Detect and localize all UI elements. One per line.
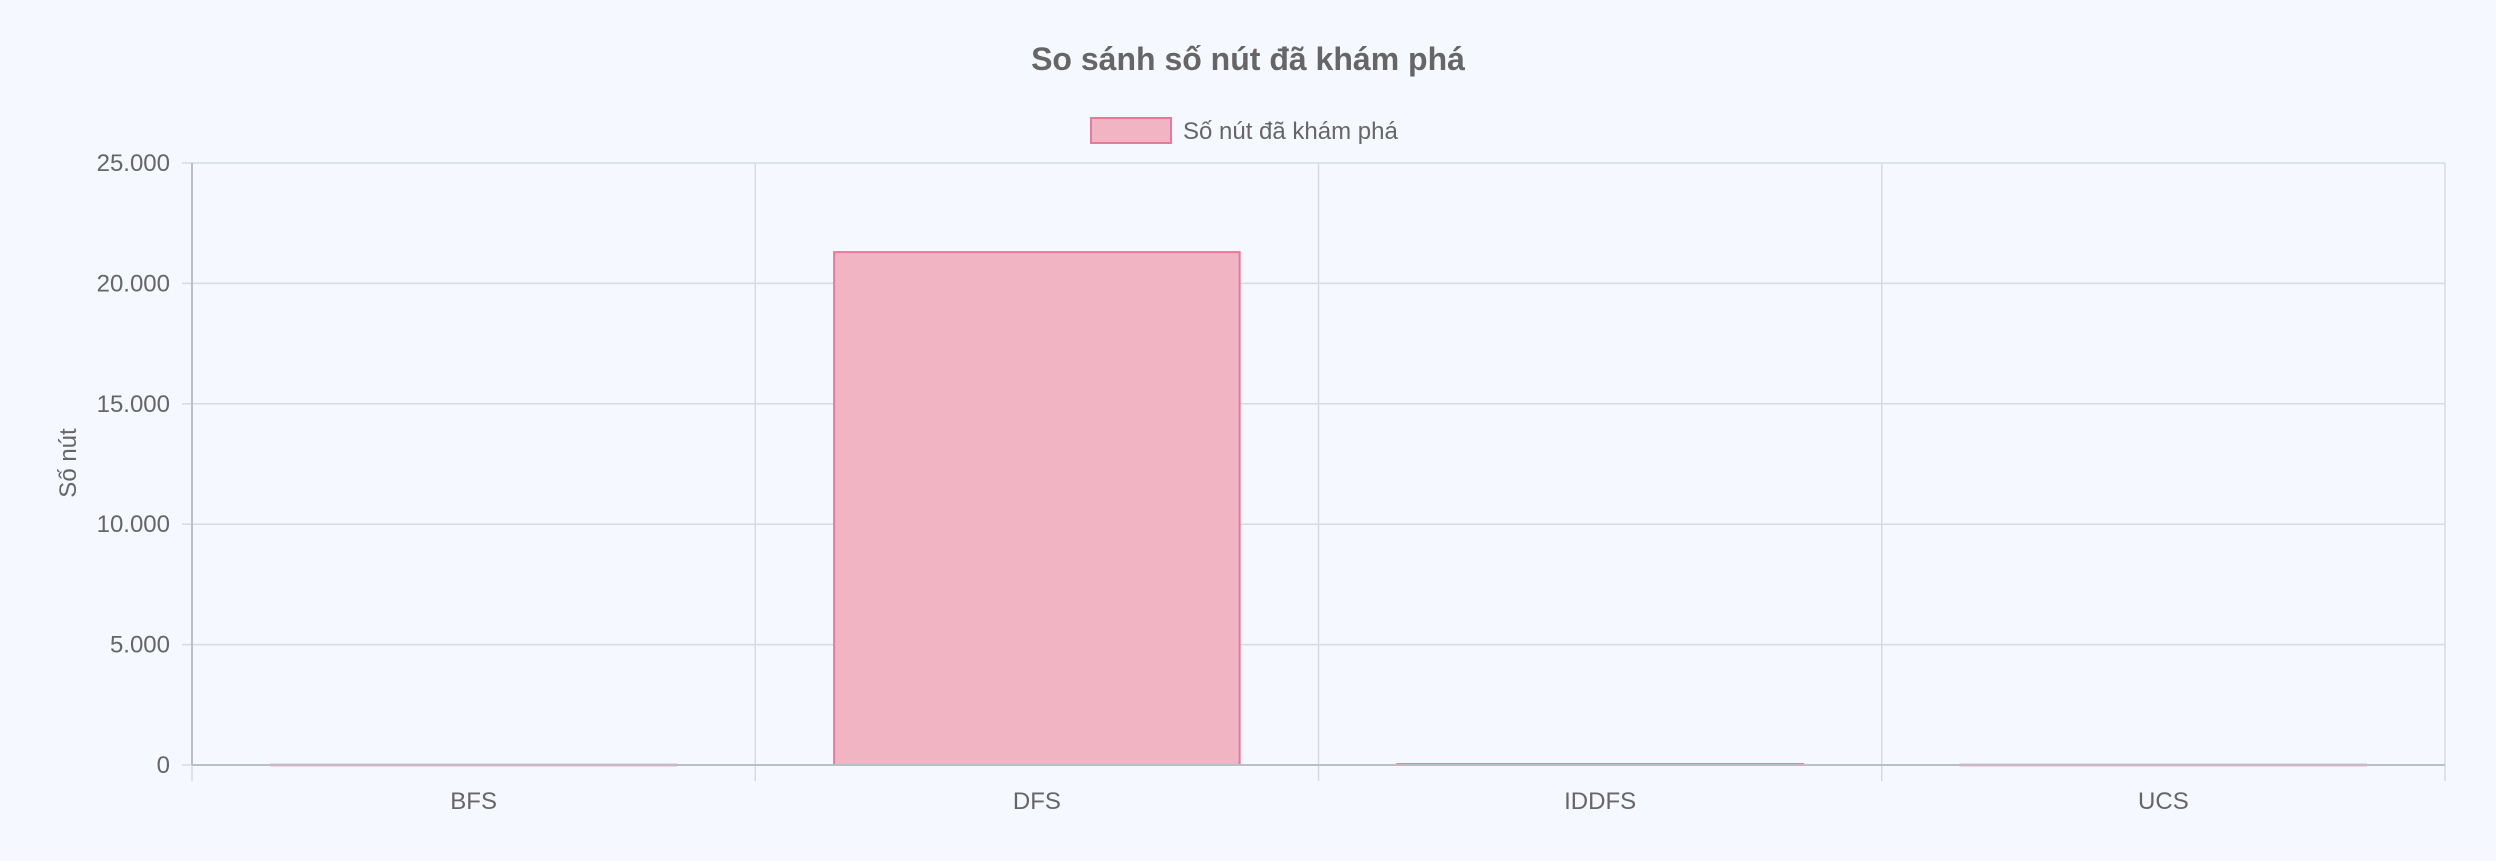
chart-title: So sánh số nút đã khám phá (1031, 41, 1465, 77)
x-tick-label: BFS (450, 788, 497, 815)
bar-dfs (833, 251, 1241, 766)
x-tick-label: IDDFS (1564, 788, 1636, 815)
legend-swatch (1090, 117, 1172, 144)
y-tick-label: 15.000 (97, 391, 170, 418)
y-tick-label: 5.000 (110, 632, 170, 659)
y-axis-label: Số nút (55, 428, 82, 498)
y-tick-label: 25.000 (97, 150, 170, 177)
x-tick-label: UCS (2138, 788, 2189, 815)
y-tick-label: 10.000 (97, 511, 170, 538)
grid (182, 162, 2446, 781)
tick-labels: 0 5.000 10.000 15.000 20.000 25.000 BFS DFS IDDF… (97, 150, 2189, 815)
legend-label: Số nút đã khám phá (1183, 118, 1398, 145)
legend[interactable]: Số nút đã khám phá (1090, 117, 1398, 145)
bars (269, 251, 2368, 767)
y-tick-label: 0 (157, 752, 170, 779)
x-tick-label: DFS (1013, 788, 1061, 815)
axes (191, 163, 2445, 766)
y-tick-label: 20.000 (97, 270, 170, 297)
